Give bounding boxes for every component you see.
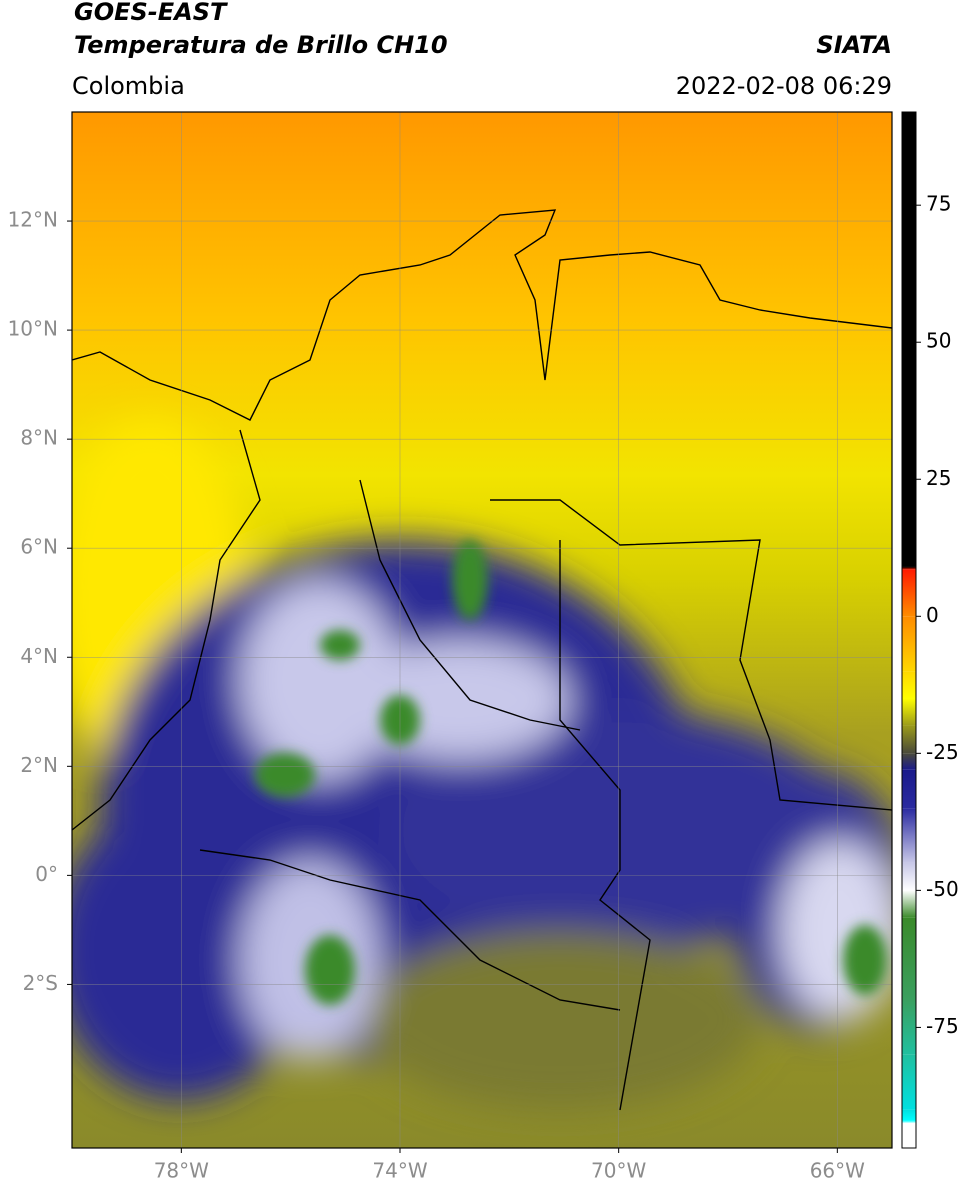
colorbar-segment (902, 1123, 916, 1148)
colorbar-segment (902, 566, 916, 570)
colorbar-segment (902, 671, 916, 699)
source: SIATA (816, 31, 892, 59)
y-tick-label: 2°N (20, 753, 58, 777)
colorbar-segment (902, 808, 916, 863)
y-tick-label: 12°N (8, 208, 58, 232)
colorbar-tick-label: -50 (926, 877, 959, 901)
colorbar-segment (902, 890, 916, 918)
colorbar-segment (902, 698, 916, 726)
colorbar-segment (902, 1054, 916, 1110)
subtitle: Temperatura de Brillo CH10 (74, 31, 448, 59)
y-tick-label: 6°N (20, 535, 58, 559)
y-tick-label: 8°N (20, 426, 58, 450)
colorbar-segment (902, 569, 916, 617)
colorbar-tick-label: 25 (926, 466, 951, 490)
y-tick-label: 2°S (23, 971, 58, 995)
colorbar: 75 50 25 0 -25 -50 -75 (901, 111, 959, 1149)
colorbar-segment (902, 1109, 916, 1121)
x-tick-label: 74°W (372, 1159, 427, 1183)
y-tick-label: 0° (35, 862, 58, 886)
map-frame (71, 111, 893, 1149)
axes: 78°W 74°W 70°W 66°W 12°N 10°N 8°N 6°N 4°N 2°N 0° 2°… (8, 208, 866, 1183)
x-tick-label: 70°W (591, 1159, 646, 1183)
colorbar-segment (902, 862, 916, 891)
region: Colombia (72, 72, 185, 100)
colorbar-frame (901, 111, 917, 1149)
colorbar-tick-label: 50 (926, 329, 951, 353)
x-tick-label: 78°W (154, 1159, 209, 1183)
colorbar-segment (902, 769, 916, 809)
colorbar-segment (902, 1120, 916, 1124)
y-tick-label: 10°N (8, 317, 58, 341)
colorbar-segment (902, 725, 916, 754)
x-tick-label: 66°W (810, 1159, 865, 1183)
colorbar-tick-label: 0 (926, 603, 939, 627)
colorbar-tick-label: -75 (926, 1014, 959, 1038)
satellite-image (72, 112, 892, 1148)
colorbar-tick-label: -25 (926, 740, 959, 764)
colorbar-segment (902, 112, 916, 567)
y-tick-label: 4°N (20, 644, 58, 668)
grid (72, 112, 892, 1148)
timestamp: 2022-02-08 06:29 (676, 72, 892, 100)
colorbar-segment (902, 753, 916, 770)
colorbar-segment (902, 616, 916, 672)
colorbar-tick-label: 75 (926, 192, 951, 216)
title: GOES-EAST (74, 0, 228, 26)
colorbar-segment (902, 1000, 916, 1055)
colorbar-segment (902, 917, 916, 1000)
